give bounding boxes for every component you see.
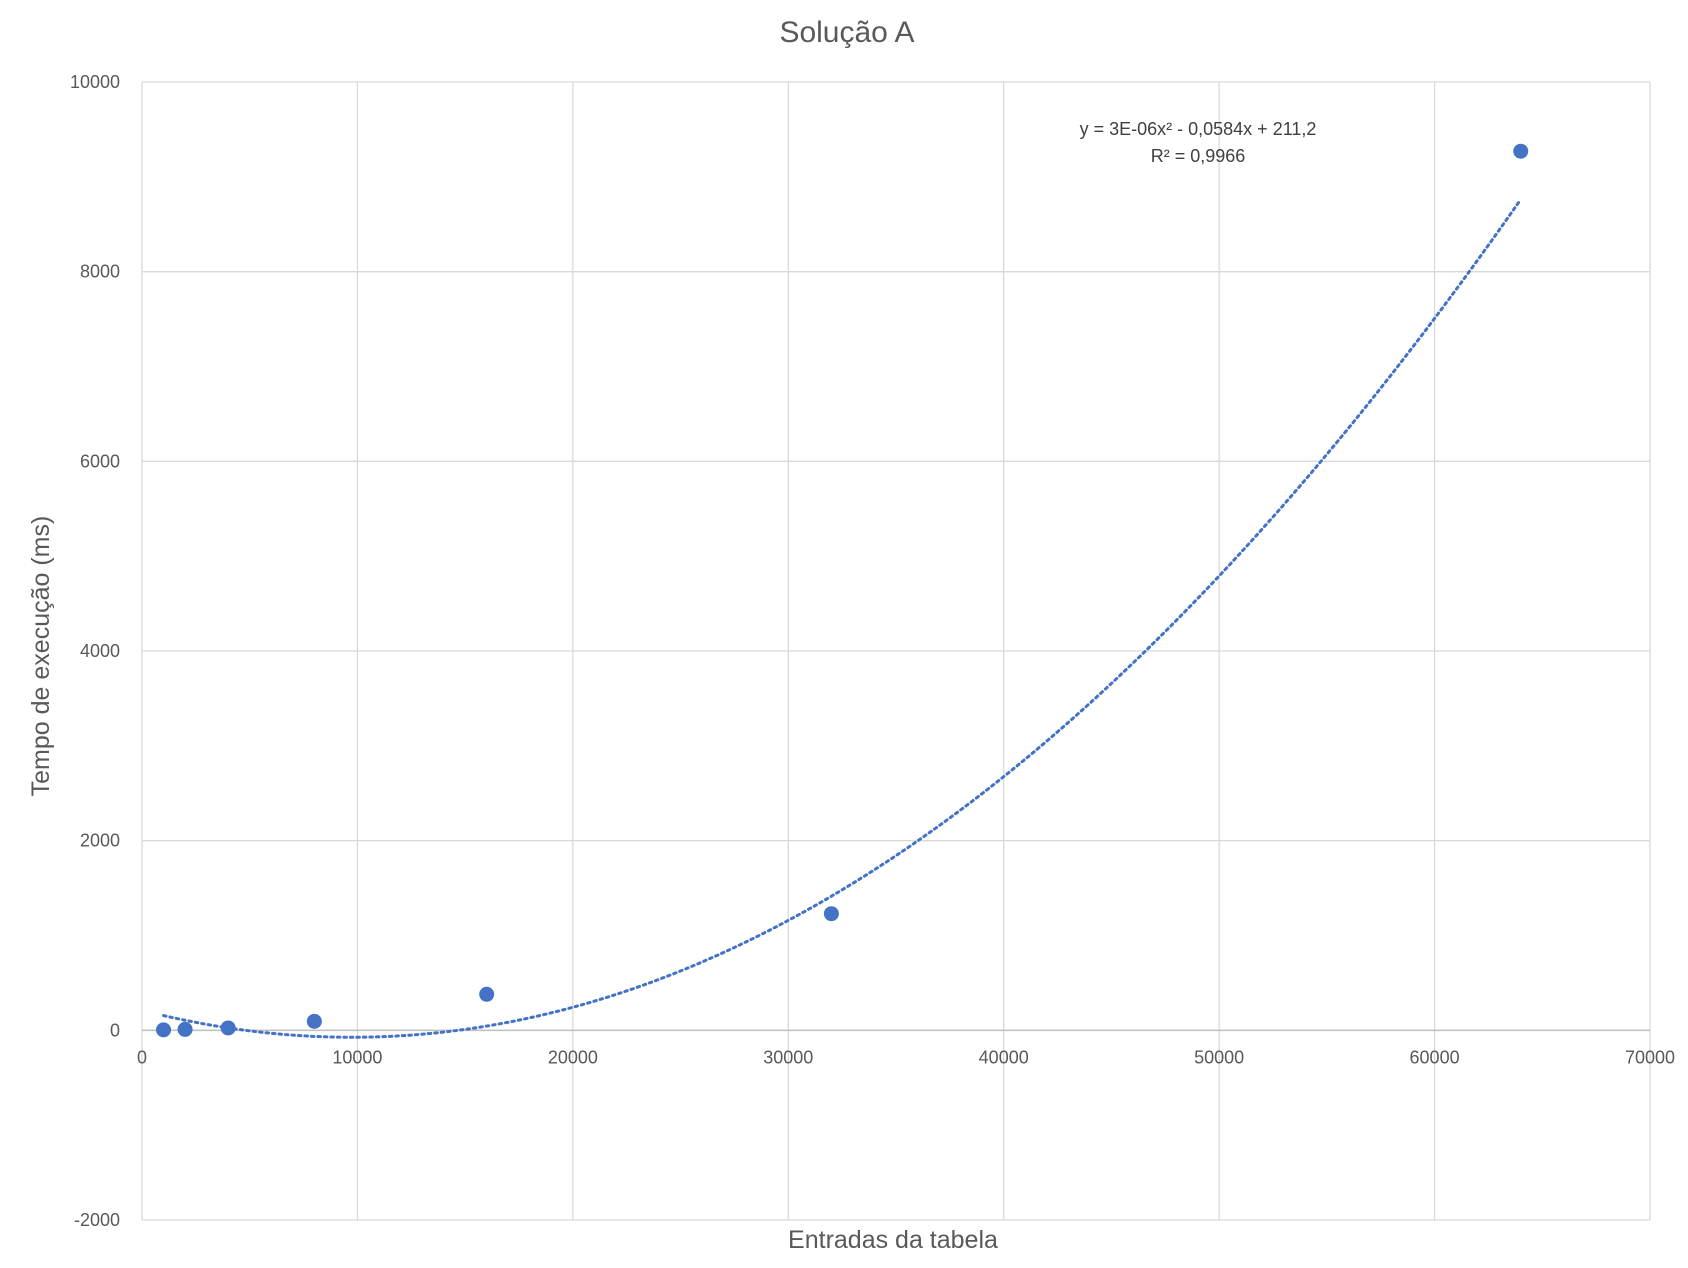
- y-tick-label: -2000: [74, 1210, 120, 1230]
- y-tick-label: 2000: [80, 831, 120, 851]
- trendline-equation: y = 3E-06x² - 0,0584x + 211,2: [1080, 119, 1317, 139]
- grid: [141, 81, 1651, 1221]
- x-tick-label: 50000: [1194, 1047, 1244, 1067]
- tick-labels: 0 10000 20000 30000 40000 50000 60000 70000-200…: [70, 72, 1675, 1230]
- data-point: [823, 906, 839, 922]
- data-point: [479, 986, 495, 1002]
- y-tick-label: 4000: [80, 641, 120, 661]
- x-axis-label: Entradas da tabela: [788, 1226, 998, 1254]
- x-tick-label: 10000: [332, 1047, 382, 1067]
- x-tick-label: 60000: [1410, 1047, 1460, 1067]
- data-point: [156, 1022, 172, 1038]
- chart-title: Solução A: [779, 16, 914, 49]
- x-tick-label: 30000: [763, 1047, 813, 1067]
- x-tick-label: 20000: [548, 1047, 598, 1067]
- y-tick-label: 6000: [80, 451, 120, 471]
- data-point: [306, 1013, 322, 1029]
- x-tick-label: 40000: [979, 1047, 1029, 1067]
- polynomial-trendline: [162, 197, 1523, 1039]
- x-tick-label: 70000: [1625, 1047, 1675, 1067]
- x-tick-label: 0: [137, 1047, 147, 1067]
- data-point: [1513, 143, 1529, 159]
- y-axis-label: Tempo de execução (ms): [27, 516, 55, 797]
- y-tick-label: 8000: [80, 262, 120, 282]
- trendline-r-squared: R² = 0,9966: [1151, 146, 1246, 166]
- trendline-layer: [162, 197, 1523, 1039]
- data-point: [220, 1020, 236, 1036]
- y-tick-label: 10000: [70, 72, 120, 92]
- data-point: [177, 1021, 193, 1037]
- y-tick-label: 0: [110, 1020, 120, 1040]
- data-points: [156, 143, 1529, 1038]
